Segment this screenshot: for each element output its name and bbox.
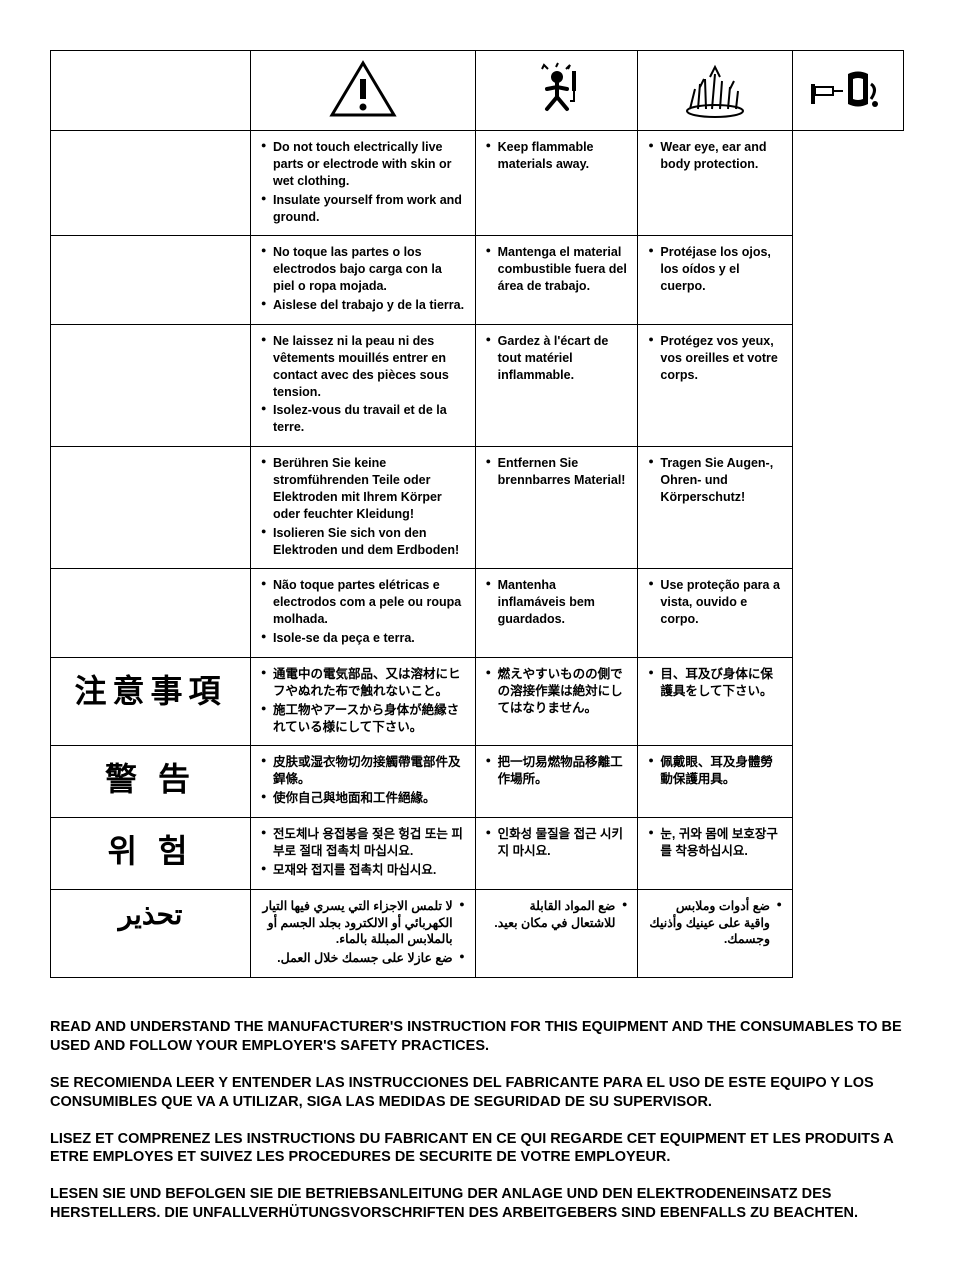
language-label: 警 告 — [51, 746, 251, 818]
warning-cell: Mantenha inflamáveis bem guardados. — [475, 569, 638, 658]
language-label — [51, 447, 251, 569]
warning-bullet: Isolez-vous du travail et de la terre. — [261, 402, 465, 436]
language-label: تحذير — [51, 889, 251, 978]
warning-bullet: 인화성 물질을 접근 시키지 마시요. — [486, 826, 628, 860]
warning-bullet: Ne laissez ni la peau ni des vêtements m… — [261, 333, 465, 401]
table-row: Ne laissez ni la peau ni des vêtements m… — [51, 324, 904, 446]
warning-bullet: Protégez vos yeux, vos oreilles et votre… — [648, 333, 782, 384]
warning-bullet: Use proteção para a vista, ouvido e corp… — [648, 577, 782, 628]
warning-cell: Use proteção para a vista, ouvido e corp… — [638, 569, 793, 658]
warning-cell: Protéjase los ojos, los oídos y el cuerp… — [638, 236, 793, 325]
warning-cell: 인화성 물질을 접근 시키지 마시요. — [475, 818, 638, 890]
warning-bullet: لا تلمس الاجزاء التي يسري فيها التيار ال… — [261, 898, 465, 949]
warning-bullet: 皮肤或湿衣物切勿接觸帶電部件及銲條。 — [261, 754, 465, 788]
warning-bullet: 使你自己與地面和工件絕緣。 — [261, 790, 465, 807]
bottom-warning-paragraph: LISEZ ET COMPRENEZ LES INSTRUCTIONS DU F… — [50, 1130, 904, 1168]
warning-bullet: 把一切易燃物品移離工作場所。 — [486, 754, 628, 788]
warning-cell: 燃えやすいものの側での溶接作業は絶対にしてはなりません。 — [475, 657, 638, 746]
bottom-warning-paragraph: LESEN SIE UND BEFOLGEN SIE DIE BETRIEBSA… — [50, 1185, 904, 1223]
table-row: 注意事項通電中の電気部品、又は溶材にヒフやぬれた布で触れないこと。施工物やアース… — [51, 657, 904, 746]
eye-ear-protection-icon — [803, 59, 893, 119]
warning-bullet: Protéjase los ojos, los oídos y el cuerp… — [648, 244, 782, 295]
warning-triangle-icon — [328, 59, 398, 119]
language-label — [51, 236, 251, 325]
table-row: Berühren Sie keine stromführenden Teile … — [51, 447, 904, 569]
bottom-warning-paragraph: READ AND UNDERSTAND THE MANUFACTURER'S I… — [50, 1018, 904, 1056]
warning-bullet: Tragen Sie Augen-, Ohren- und Körperschu… — [648, 455, 782, 506]
warning-bullet: 모재와 접지를 접촉치 마십시요. — [261, 862, 465, 879]
table-row: Não toque partes elétricas e electrodos … — [51, 569, 904, 658]
warning-bullet: ضع المواد القابلة للاشتعال في مكان بعيد. — [486, 898, 628, 932]
warning-cell: لا تلمس الاجزاء التي يسري فيها التيار ال… — [251, 889, 476, 978]
warning-bullet: ضع عازلا على جسمك خلال العمل. — [261, 950, 465, 967]
warning-cell: 눈, 귀와 몸에 보호장구를 착용하십시요. — [638, 818, 793, 890]
language-label — [51, 324, 251, 446]
warning-bullet: Mantenha inflamáveis bem guardados. — [486, 577, 628, 628]
warning-cell: 目、耳及び身体に保護具をして下さい。 — [638, 657, 793, 746]
shock-icon-cell — [475, 51, 638, 131]
safety-warning-table: Do not touch electrically live parts or … — [50, 50, 904, 978]
warning-bullet: Isole-se da peça e terra. — [261, 630, 465, 647]
warning-icon-cell — [251, 51, 476, 131]
warning-cell: No toque las partes o los electrodos baj… — [251, 236, 476, 325]
warning-bullet: Isolieren Sie sich von den Elektroden un… — [261, 525, 465, 559]
warning-bullet: 佩戴眼、耳及身體勞動保護用具。 — [648, 754, 782, 788]
warning-bullet: 전도체나 용접봉을 젖은 헝겁 또는 피부로 절대 접촉치 마십시요. — [261, 826, 465, 860]
warning-bullet: Do not touch electrically live parts or … — [261, 139, 465, 190]
warning-cell: Tragen Sie Augen-, Ohren- und Körperschu… — [638, 447, 793, 569]
table-row: Do not touch electrically live parts or … — [51, 131, 904, 236]
table-row: تحذيرلا تلمس الاجزاء التي يسري فيها التي… — [51, 889, 904, 978]
warning-cell: 전도체나 용접봉을 젖은 헝겁 또는 피부로 절대 접촉치 마십시요. 모재와 접… — [251, 818, 476, 890]
electric-shock-icon — [522, 59, 592, 119]
icon-header-row — [51, 51, 904, 131]
warning-cell: 把一切易燃物品移離工作場所。 — [475, 746, 638, 818]
warning-cell: Protégez vos yeux, vos oreilles et votre… — [638, 324, 793, 446]
warning-bullet: No toque las partes o los electrodos baj… — [261, 244, 465, 295]
warning-cell: 皮肤或湿衣物切勿接觸帶電部件及銲條。使你自己與地面和工件絕緣。 — [251, 746, 476, 818]
warning-cell: Mantenga el material combustible fuera d… — [475, 236, 638, 325]
warning-bullet: 通電中の電気部品、又は溶材にヒフやぬれた布で触れないこと。 — [261, 666, 465, 700]
warning-cell: Wear eye, ear and body protection. — [638, 131, 793, 236]
warning-cell: Gardez à l'écart de tout matériel inflam… — [475, 324, 638, 446]
language-label: 위 험 — [51, 818, 251, 890]
warning-bullet: Keep flammable materials away. — [486, 139, 628, 173]
fire-sparks-icon — [680, 59, 750, 119]
warning-cell: 通電中の電気部品、又は溶材にヒフやぬれた布で触れないこと。施工物やアースから身体… — [251, 657, 476, 746]
warning-cell: Keep flammable materials away. — [475, 131, 638, 236]
warning-cell: Não toque partes elétricas e electrodos … — [251, 569, 476, 658]
warning-bullet: Aislese del trabajo y de la tierra. — [261, 297, 465, 314]
warning-cell: Berühren Sie keine stromführenden Teile … — [251, 447, 476, 569]
bottom-warnings-section: READ AND UNDERSTAND THE MANUFACTURER'S I… — [50, 1018, 904, 1223]
fire-icon-cell — [638, 51, 793, 131]
warning-bullet: Gardez à l'écart de tout matériel inflam… — [486, 333, 628, 384]
warning-bullet: Insulate yourself from work and ground. — [261, 192, 465, 226]
warning-bullet: 施工物やアースから身体が絶縁されている様にして下さい。 — [261, 702, 465, 736]
table-row: No toque las partes o los electrodos baj… — [51, 236, 904, 325]
warning-bullet: ضع أدوات وملابس واقية على عينيك وأذنيك و… — [648, 898, 782, 949]
ppe-icon-cell — [792, 51, 903, 131]
warning-bullet: 눈, 귀와 몸에 보호장구를 착용하십시요. — [648, 826, 782, 860]
warning-bullet: Entfernen Sie brennbarres Material! — [486, 455, 628, 489]
blank-label-header — [51, 51, 251, 131]
language-label: 注意事項 — [51, 657, 251, 746]
warning-bullet: 燃えやすいものの側での溶接作業は絶対にしてはなりません。 — [486, 666, 628, 717]
warning-cell: ضع المواد القابلة للاشتعال في مكان بعيد. — [475, 889, 638, 978]
language-label — [51, 569, 251, 658]
language-label — [51, 131, 251, 236]
warning-bullet: 目、耳及び身体に保護具をして下さい。 — [648, 666, 782, 700]
warning-bullet: Berühren Sie keine stromführenden Teile … — [261, 455, 465, 523]
warning-cell: 佩戴眼、耳及身體勞動保護用具。 — [638, 746, 793, 818]
warning-bullet: Wear eye, ear and body protection. — [648, 139, 782, 173]
warning-cell: Ne laissez ni la peau ni des vêtements m… — [251, 324, 476, 446]
warning-bullet: Não toque partes elétricas e electrodos … — [261, 577, 465, 628]
warning-bullet: Mantenga el material combustible fuera d… — [486, 244, 628, 295]
table-row: 위 험 전도체나 용접봉을 젖은 헝겁 또는 피부로 절대 접촉치 마십시요. 모재… — [51, 818, 904, 890]
warning-cell: ضع أدوات وملابس واقية على عينيك وأذنيك و… — [638, 889, 793, 978]
table-row: 警 告皮肤或湿衣物切勿接觸帶電部件及銲條。使你自己與地面和工件絕緣。把一切易燃物… — [51, 746, 904, 818]
warning-cell: Do not touch electrically live parts or … — [251, 131, 476, 236]
bottom-warning-paragraph: SE RECOMIENDA LEER Y ENTENDER LAS INSTRU… — [50, 1074, 904, 1112]
warning-cell: Entfernen Sie brennbarres Material! — [475, 447, 638, 569]
